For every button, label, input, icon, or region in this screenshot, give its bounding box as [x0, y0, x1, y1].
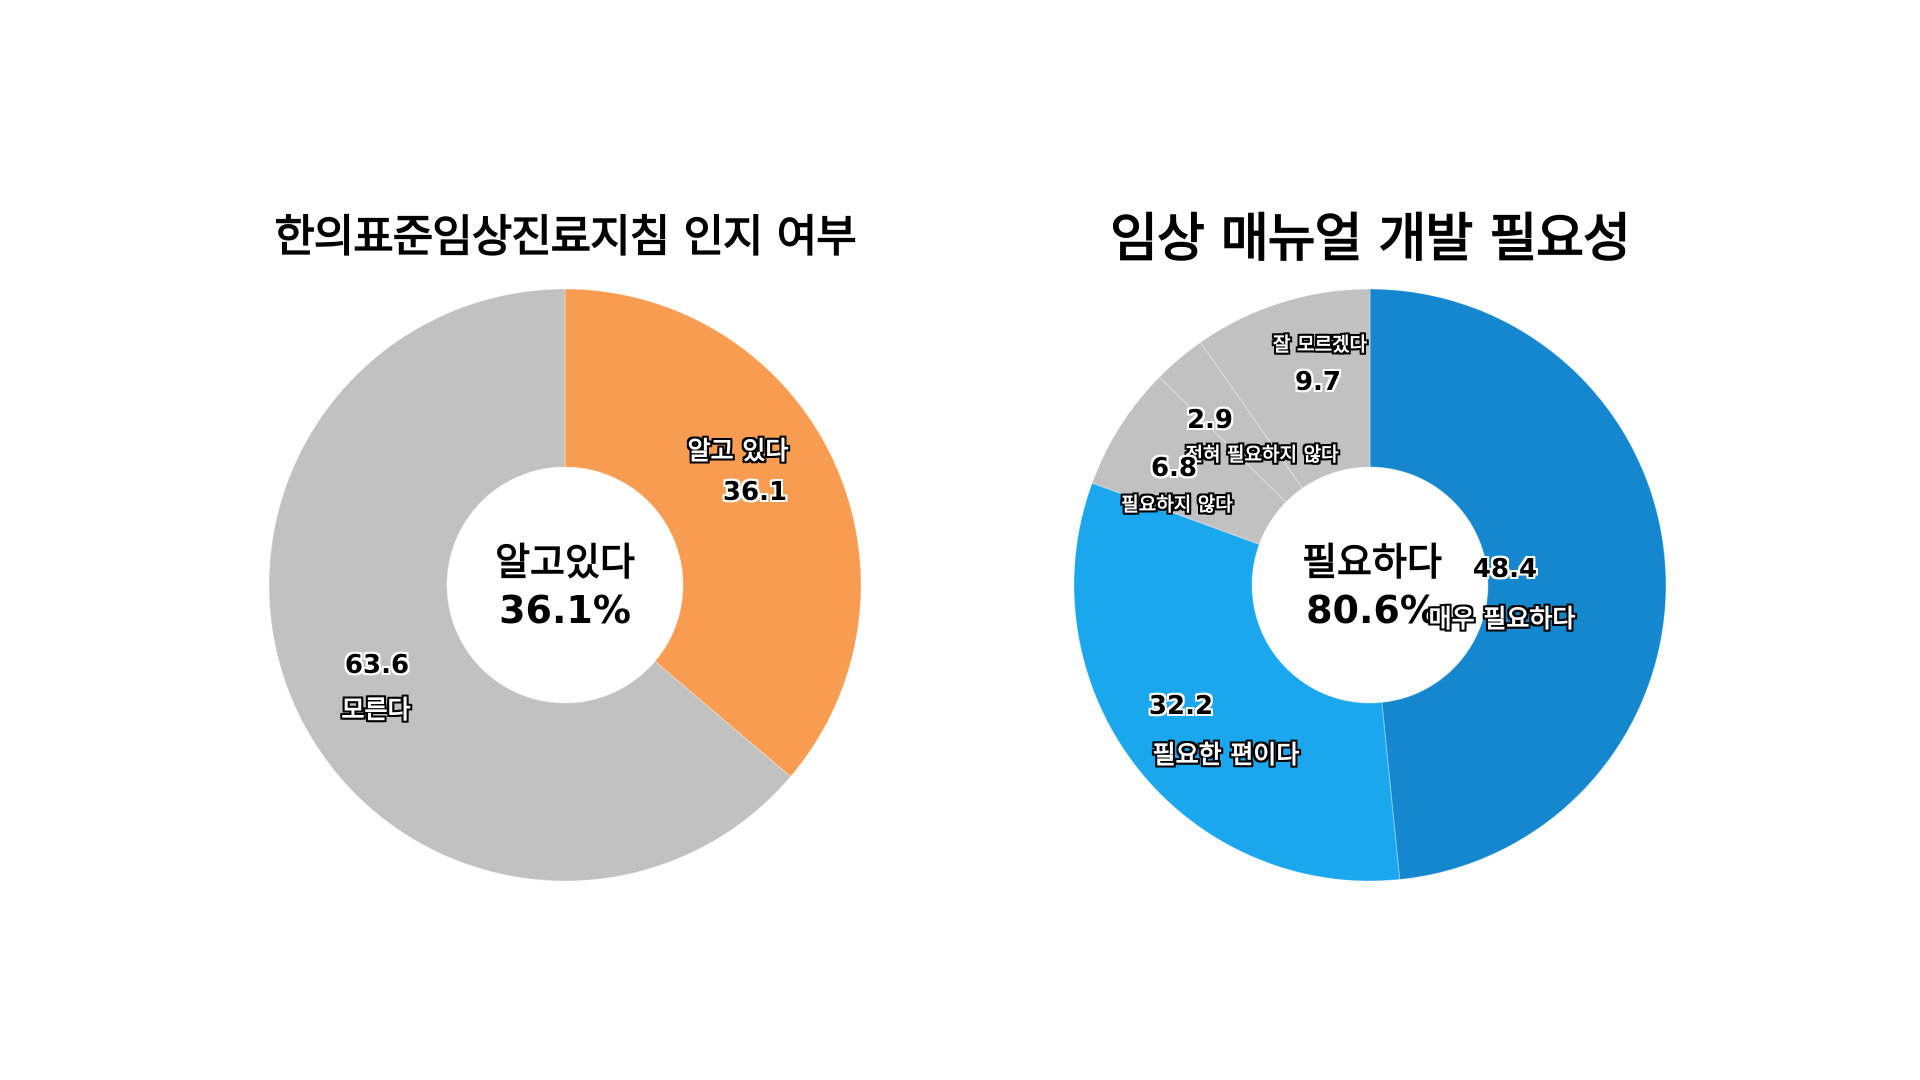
donut-slice [1369, 288, 1667, 881]
right-center-label: 필요하다 [1302, 540, 1442, 584]
slice-label-know: 알고 있다 [687, 436, 789, 465]
slice-label-dontknow: 모른다 [341, 695, 411, 724]
donut-slice [1091, 376, 1287, 545]
right-donut-center-text: 필요하다 80.6% [1302, 538, 1442, 634]
slice-label-never: 전혀 필요하지 않다 [1185, 443, 1339, 466]
left-donut-center-text: 알고있다 36.1% [495, 538, 635, 634]
slice-label-not: 필요하지 않다 [1121, 493, 1233, 516]
right-chart-title: 임상 매뉴얼 개발 필요성 [1110, 209, 1631, 269]
left-donut-chart [268, 288, 862, 882]
right-donut-chart [1073, 288, 1667, 882]
slice-value-never: 2.9 [1186, 405, 1234, 435]
slice-label-somewhat: 필요한 편이다 [1152, 740, 1300, 769]
donut-slice [1073, 482, 1401, 882]
slice-label-unsure: 잘 모르겠다 [1272, 333, 1368, 356]
slice-label-very: 매우 필요하다 [1428, 604, 1576, 633]
donut-slice [1199, 288, 1371, 489]
slice-value-not: 6.8 [1150, 453, 1198, 483]
left-chart-title: 한의표준임상진료지침 인지 여부 [274, 211, 856, 262]
slice-value-very: 48.4 [1472, 554, 1538, 584]
slice-value-know: 36.1 [722, 477, 788, 507]
slice-value-somewhat: 32.2 [1148, 691, 1214, 721]
donut-slice [564, 288, 862, 778]
left-center-label: 알고있다 [495, 540, 635, 584]
left-center-value: 36.1% [499, 588, 631, 632]
donut-slice [1158, 341, 1304, 503]
slice-value-dontknow: 63.6 [344, 650, 410, 680]
slice-value-unsure: 9.7 [1294, 367, 1342, 397]
donut-slice [268, 288, 792, 882]
right-center-value: 80.6% [1306, 588, 1438, 632]
